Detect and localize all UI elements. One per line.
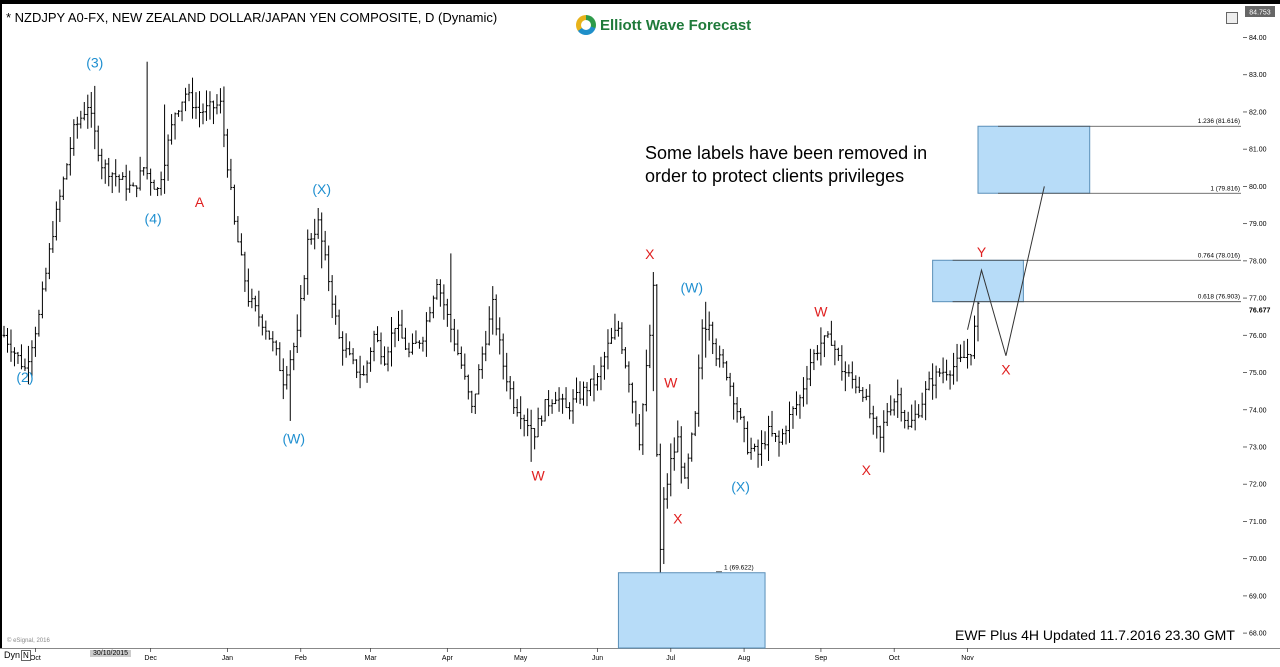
y-tick-label: 71.00: [1249, 519, 1267, 526]
wave-label: (X): [731, 479, 750, 495]
x-tick-label: Oct: [30, 655, 41, 662]
x-tick-label: Feb: [295, 655, 307, 662]
plot-area[interactable]: [2, 4, 1243, 648]
wave-label: (X): [312, 181, 331, 197]
y-tick-label: 75.00: [1249, 370, 1267, 377]
fib-label: 1.236 (81.616): [1198, 118, 1240, 125]
brand: Elliott Wave Forecast: [576, 15, 751, 35]
y-tick-label: 80.00: [1249, 184, 1267, 191]
time-axis[interactable]: [0, 648, 1280, 667]
wave-label: X: [673, 510, 683, 526]
x-tick-label: Apr: [442, 655, 454, 662]
x-tick-label: Oct: [889, 655, 900, 662]
wave-label: X: [862, 462, 872, 478]
maximize-button[interactable]: [1226, 12, 1238, 24]
y-tick-label: 84.00: [1249, 35, 1267, 42]
y-tick-label: 68.00: [1249, 631, 1267, 638]
wave-label: Y: [977, 244, 987, 260]
brand-name: Elliott Wave Forecast: [600, 16, 752, 34]
y-tick-label: 82.00: [1249, 109, 1267, 116]
x-tick-label: Jun: [592, 655, 603, 662]
dyn-toggle-button[interactable]: N: [21, 650, 31, 661]
fib-label: 0.618 (76.903): [1198, 294, 1240, 301]
copyright: © eSignal, 2016: [7, 638, 50, 644]
price-axis[interactable]: [1243, 4, 1280, 648]
wave-label: W: [664, 374, 678, 390]
x-tick-label: Aug: [738, 655, 751, 662]
dyn-label: Dyn: [4, 650, 21, 660]
date-highlight: 30/10/2015: [90, 650, 132, 657]
target-box-mid-target: [932, 259, 1024, 303]
current-top-badge: [1245, 6, 1275, 17]
y-tick-label: 83.00: [1249, 72, 1267, 79]
wave-label: X: [1001, 361, 1011, 377]
y-tick-label: 81.00: [1249, 147, 1267, 154]
note-line-1: Some labels have been removed in: [645, 143, 928, 163]
y-tick-label: 78.00: [1249, 258, 1267, 265]
wave-label: (4): [145, 211, 162, 227]
x-tick-label: May: [514, 655, 528, 662]
wave-label: W: [532, 467, 546, 483]
note-line-2: order to protect clients privileges: [645, 166, 905, 186]
projection-path: [967, 186, 1045, 356]
current-top-label: 84.753: [1249, 10, 1271, 17]
y-tick-label: 73.00: [1249, 444, 1267, 451]
wave-label: X: [645, 246, 655, 262]
x-tick-label: Jul: [666, 655, 675, 662]
wave-label: (W): [282, 430, 305, 446]
wave-label: W: [814, 304, 828, 320]
y-tick-label: 76.00: [1249, 333, 1267, 340]
x-tick-label: Jan: [222, 655, 233, 662]
y-tick-label: 79.00: [1249, 221, 1267, 228]
wave-label: (2): [16, 369, 33, 385]
x-tick-label: Mar: [365, 655, 378, 662]
x-tick-label: Dec: [144, 655, 157, 662]
last-price-label: 76.677: [1249, 308, 1271, 315]
x-tick-label: Nov: [961, 655, 974, 662]
fib-label: 1 (69.622): [724, 565, 754, 572]
wave-label: (W): [680, 279, 703, 295]
x-tick-label: Sep: [815, 655, 828, 662]
fib-label: 0.764 (78.016): [1198, 252, 1240, 259]
y-tick-label: 69.00: [1249, 593, 1267, 600]
y-tick-label: 74.00: [1249, 407, 1267, 414]
note-text: Some labels have been removed in order t…: [645, 142, 975, 188]
y-tick-label: 70.00: [1249, 556, 1267, 563]
target-box-lower-target: [617, 572, 766, 649]
update-stamp: EWF Plus 4H Updated 11.7.2016 23.30 GMT: [955, 627, 1235, 643]
y-tick-label: 77.00: [1249, 296, 1267, 303]
fib-label: 1 (79.816): [1210, 185, 1240, 192]
wave-label: A: [195, 194, 205, 210]
wave-label: (3): [86, 54, 103, 70]
brand-logo-icon: [576, 15, 596, 35]
y-tick-label: 72.00: [1249, 482, 1267, 489]
chart-title: * NZDJPY A0-FX, NEW ZEALAND DOLLAR/JAPAN…: [6, 10, 498, 25]
target-box-upper-target: [977, 125, 1091, 194]
